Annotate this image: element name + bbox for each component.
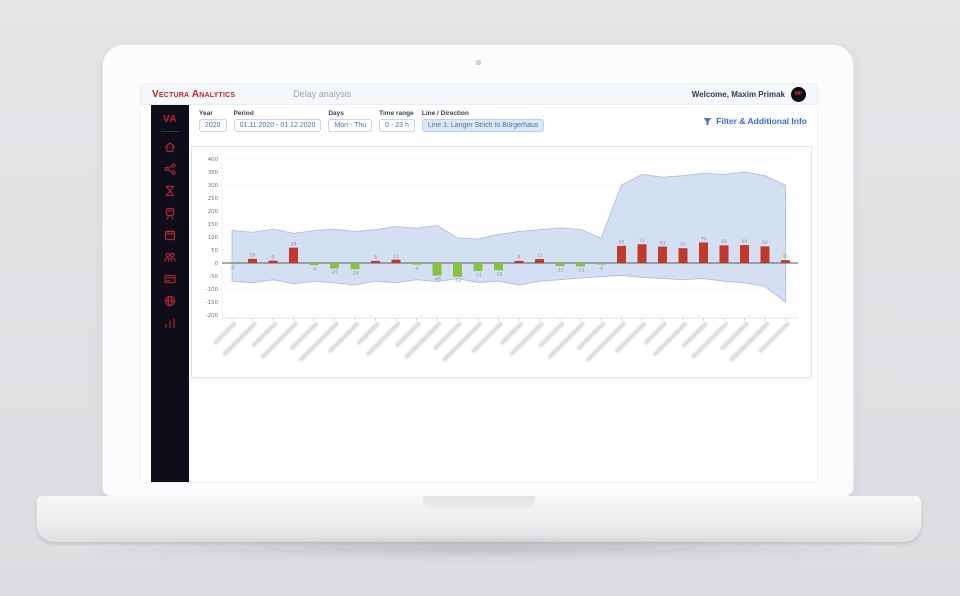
svg-text:-150: -150 [206, 300, 219, 306]
stats-icon [165, 318, 175, 329]
hourglass-icon [165, 185, 175, 197]
sidebar-item-train[interactable] [163, 206, 177, 220]
svg-text:-50: -50 [209, 274, 218, 280]
filter-period-label: Period [233, 110, 254, 117]
filter-funnel-icon [703, 117, 712, 126]
svg-text:9: 9 [272, 254, 275, 260]
svg-text:-31: -31 [474, 272, 482, 278]
filter-year-value[interactable]: 2020 [199, 119, 227, 132]
svg-text:200: 200 [208, 209, 219, 215]
filter-year-label: Year [199, 110, 213, 117]
sidebar-item-hourglass[interactable] [163, 184, 177, 198]
svg-text:-8: -8 [312, 266, 317, 272]
svg-text:8: 8 [374, 255, 377, 261]
filter-bar: Year 2020 Period 01.11.2020 - 01.12.2020… [199, 110, 807, 132]
sidebar-item-passengers[interactable] [163, 250, 177, 264]
svg-text:-13: -13 [577, 268, 585, 274]
filter-time-range-value[interactable]: 0 - 23 h [379, 119, 415, 132]
globe-icon [164, 295, 176, 307]
svg-text:-28: -28 [495, 271, 503, 277]
delay-chart[interactable]: 400 350 300 250 200 150 100 50 0 -50 -100 -150 -200 -… [192, 147, 811, 377]
home-icon [164, 142, 176, 153]
sidebar-item-card[interactable] [163, 272, 177, 286]
filter-time-range: Time range 0 - 23 h [379, 110, 415, 132]
filter-days-label: Days [328, 110, 344, 117]
svg-text:250: 250 [208, 196, 219, 202]
sidebar-item-globe[interactable] [163, 294, 177, 308]
svg-text:0: 0 [215, 261, 219, 267]
passengers-icon [164, 252, 176, 262]
svg-text:-6: -6 [414, 266, 419, 272]
svg-text:11: 11 [783, 254, 789, 260]
svg-text:-48: -48 [433, 277, 441, 283]
svg-text:63: 63 [660, 240, 666, 246]
delay-chart-panel: 400 350 300 250 200 150 100 50 0 -50 -100 -150 -200 -… [191, 146, 812, 378]
sidebar: VA [151, 105, 189, 482]
filter-link-label: Filter & Additional Info [716, 116, 807, 126]
svg-text:16: 16 [250, 253, 256, 259]
page-title: Delay analysis [293, 89, 352, 99]
svg-text:8: 8 [518, 255, 521, 261]
svg-text:57: 57 [680, 242, 686, 248]
calendar-icon [164, 229, 176, 241]
laptop-base [36, 496, 922, 542]
svg-text:79: 79 [701, 236, 707, 242]
brand-logo[interactable]: Vectura Analytics [152, 88, 236, 100]
webcam-dot [475, 60, 481, 65]
sidebar-divider [161, 131, 179, 132]
sidebar-logo[interactable]: VA [163, 114, 177, 125]
filter-period: Period 01.11.2020 - 01.12.2020 [233, 110, 322, 132]
svg-text:-6: -6 [599, 266, 604, 272]
svg-text:350: 350 [208, 170, 219, 176]
filter-additional-info-link[interactable]: Filter & Additional Info [703, 116, 807, 126]
laptop-notch [423, 496, 535, 509]
laptop-screen: Vectura Analytics Delay analysis Welcome… [102, 44, 854, 497]
svg-text:13: 13 [393, 253, 399, 259]
svg-text:400: 400 [208, 157, 219, 163]
svg-text:100: 100 [208, 235, 219, 241]
svg-text:150: 150 [208, 222, 219, 228]
svg-text:-12: -12 [556, 267, 564, 273]
filter-line-direction: Line / Direction Line 1: Langer Strich t… [421, 110, 545, 132]
svg-text:-3: -3 [230, 265, 235, 271]
svg-text:69: 69 [742, 239, 748, 245]
app-window: Vectura Analytics Delay analysis Welcome… [140, 83, 818, 483]
filter-year: Year 2020 [199, 110, 227, 132]
filter-time-range-label: Time range [379, 110, 414, 117]
user-area: Welcome, Maxim Primak MP [691, 86, 806, 102]
laptop-shadow [70, 540, 890, 556]
svg-text:64: 64 [762, 240, 768, 246]
welcome-text: Welcome, Maxim Primak [691, 89, 785, 99]
svg-text:-24: -24 [351, 270, 359, 276]
avatar[interactable]: MP [791, 86, 806, 102]
share-icon [164, 163, 176, 175]
filter-days: Days Mon - Thu [328, 110, 373, 132]
train-icon [165, 207, 175, 220]
svg-text:-200: -200 [206, 313, 219, 319]
card-icon [164, 274, 176, 284]
sidebar-item-stats[interactable] [163, 316, 177, 330]
svg-text:59: 59 [291, 241, 297, 247]
filter-days-value[interactable]: Mon - Thu [328, 119, 373, 132]
filter-line-direction-value[interactable]: Line 1: Langer Strich to Bürgerhaus [421, 119, 545, 132]
sidebar-item-calendar[interactable] [163, 228, 177, 242]
svg-text:300: 300 [208, 183, 219, 189]
svg-text:72: 72 [639, 238, 645, 244]
app-header: Vectura Analytics Delay analysis Welcome… [141, 84, 817, 105]
filter-line-direction-label: Line / Direction [421, 110, 469, 117]
svg-text:-53: -53 [454, 278, 462, 284]
sidebar-nav [163, 140, 177, 330]
svg-text:-100: -100 [206, 287, 219, 293]
svg-text:66: 66 [619, 240, 625, 246]
svg-text:68: 68 [721, 239, 727, 245]
sidebar-item-share[interactable] [163, 162, 177, 176]
svg-text:50: 50 [211, 248, 218, 254]
filter-period-value[interactable]: 01.11.2020 - 01.12.2020 [233, 119, 322, 132]
sidebar-item-home[interactable] [163, 140, 177, 154]
svg-text:-21: -21 [331, 270, 339, 276]
svg-text:15: 15 [537, 253, 543, 259]
